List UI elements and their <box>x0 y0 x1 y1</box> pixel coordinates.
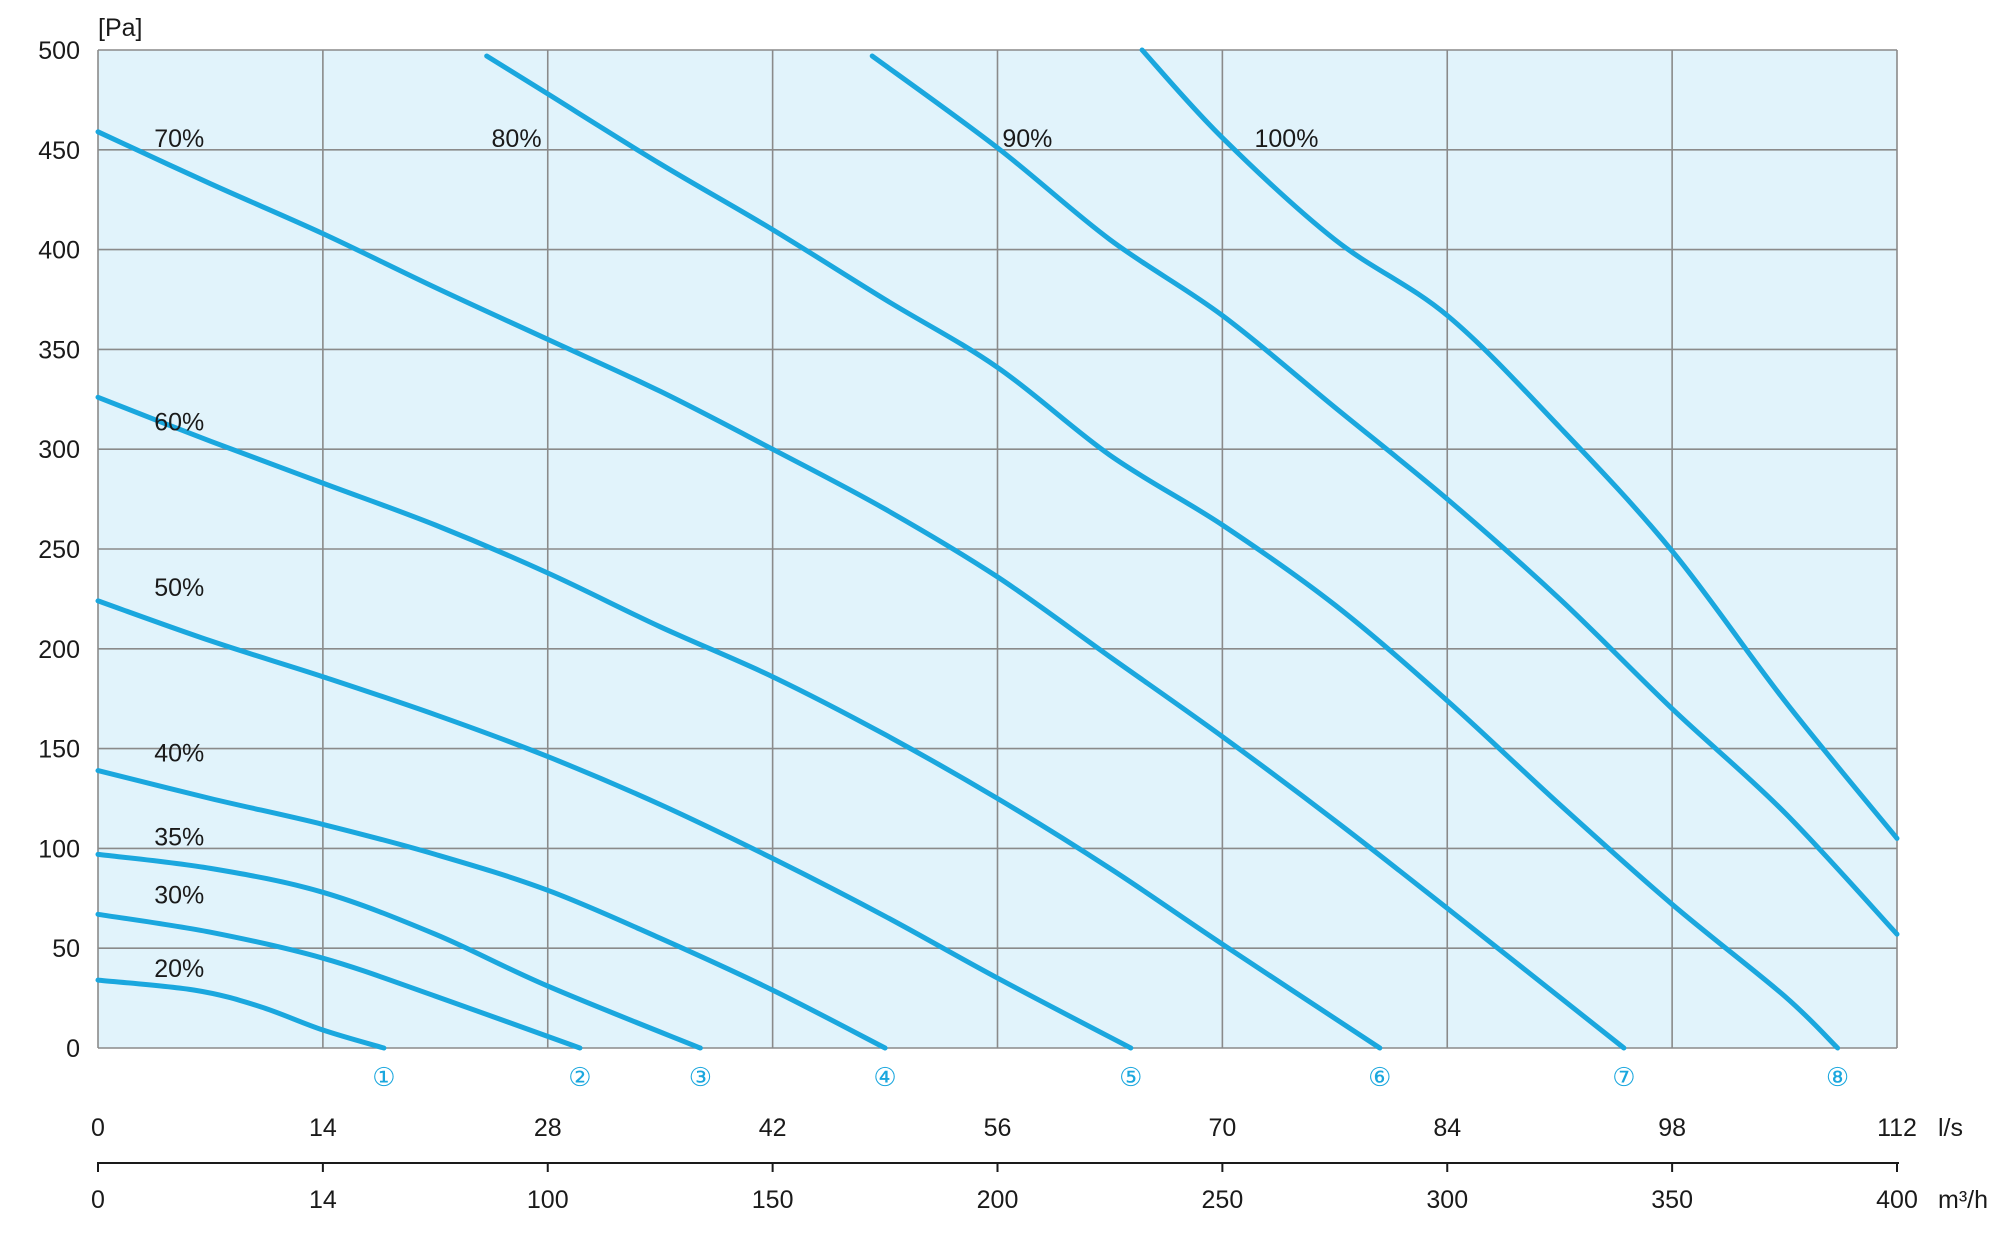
curve-60-percent <box>95 394 1383 1051</box>
x-primary-tick-label: 98 <box>1658 1114 1686 1142</box>
curve-label-100-percent: 100% <box>1255 125 1319 153</box>
x-axis-secondary: m³/h 0 14 100 150 200 250 300 350 400 <box>91 1162 1988 1214</box>
x-secondary-tick-label: 150 <box>752 1186 794 1214</box>
y-axis-unit-label: [Pa] <box>98 14 142 42</box>
x-secondary-tick-label: 400 <box>1876 1186 1918 1214</box>
x-primary-tick-label: 70 <box>1208 1114 1236 1142</box>
operating-point-marker-2: ② <box>568 1062 591 1092</box>
operating-point-marker-1: ① <box>372 1062 395 1092</box>
curve-80-percent <box>484 53 1841 1051</box>
curve-label-60-percent: 60% <box>154 408 204 436</box>
x-secondary-tick-label: 350 <box>1651 1186 1693 1214</box>
marker-layer: ① ② ③ ④ ⑤ ⑥ ⑦ ⑧ <box>372 1062 1849 1092</box>
x-secondary-tick-label: 100 <box>527 1186 569 1214</box>
x-primary-tick-label: 14 <box>309 1114 337 1142</box>
curve-70-percent <box>95 129 1627 1051</box>
curve-40-percent <box>95 768 888 1051</box>
x-primary-tick-label: 112 <box>1877 1114 1917 1142</box>
curve-100-percent <box>1139 47 1900 841</box>
curve-label-30-percent: 30% <box>154 881 204 909</box>
curve-label-50-percent: 50% <box>154 574 204 602</box>
y-tick-label: 450 <box>38 137 80 165</box>
curve-90-percent <box>869 53 1900 937</box>
y-tick-label: 400 <box>38 237 80 265</box>
x-primary-tick-label: 42 <box>759 1114 787 1142</box>
y-tick-label: 350 <box>38 336 80 364</box>
curve-label-20-percent: 20% <box>154 955 204 983</box>
x-axis-primary-unit-label: l/s <box>1938 1114 1963 1142</box>
curve-layer <box>95 47 1900 1051</box>
y-tick-label: 200 <box>38 636 80 664</box>
curve-label-90-percent: 90% <box>1002 125 1052 153</box>
y-tick-label: 300 <box>38 436 80 464</box>
operating-point-marker-6: ⑥ <box>1368 1062 1391 1092</box>
x-axis-primary: l/s 0 14 28 42 56 70 84 98 112 <box>91 1114 1963 1142</box>
x-secondary-tick-label: 200 <box>977 1186 1019 1214</box>
operating-point-marker-8: ⑧ <box>1826 1062 1849 1092</box>
curve-label-40-percent: 40% <box>154 740 204 768</box>
y-tick-label: 500 <box>38 37 80 65</box>
x-primary-tick-label: 84 <box>1433 1114 1461 1142</box>
operating-point-marker-7: ⑦ <box>1612 1062 1635 1092</box>
y-tick-label: 250 <box>38 536 80 564</box>
y-tick-label: 0 <box>66 1035 80 1063</box>
x-primary-tick-label: 56 <box>984 1114 1012 1142</box>
y-axis: [Pa] 0 50 100 150 200 250 300 350 400 450 500 <box>38 14 142 1063</box>
curve-label-35-percent: 35% <box>154 823 204 851</box>
operating-point-marker-4: ④ <box>873 1062 896 1092</box>
x-secondary-tick-label: 250 <box>1202 1186 1244 1214</box>
curve-label-80-percent: 80% <box>492 125 542 153</box>
y-tick-label: 150 <box>38 736 80 764</box>
curve-50-percent <box>95 598 1134 1051</box>
x-secondary-tick-label: 0 <box>91 1186 105 1214</box>
curve-label-layer: 20% 30% 35% 40% 50% 60% 70% 80% 90% 100% <box>154 125 1318 983</box>
operating-point-marker-3: ③ <box>689 1062 712 1092</box>
x-secondary-tick-label: 300 <box>1426 1186 1468 1214</box>
curve-label-70-percent: 70% <box>154 125 204 153</box>
x-secondary-tick-label: 14 <box>309 1186 337 1214</box>
x-axis-secondary-unit-label: m³/h <box>1938 1186 1988 1214</box>
x-primary-tick-label: 28 <box>534 1114 562 1142</box>
y-tick-label: 50 <box>52 935 80 963</box>
curve-35-percent <box>95 851 703 1051</box>
curve-30-percent <box>95 911 583 1051</box>
x-primary-tick-label: 0 <box>91 1114 105 1142</box>
curve-20-percent <box>95 977 387 1051</box>
operating-point-marker-5: ⑤ <box>1119 1062 1142 1092</box>
y-tick-label: 100 <box>38 835 80 863</box>
